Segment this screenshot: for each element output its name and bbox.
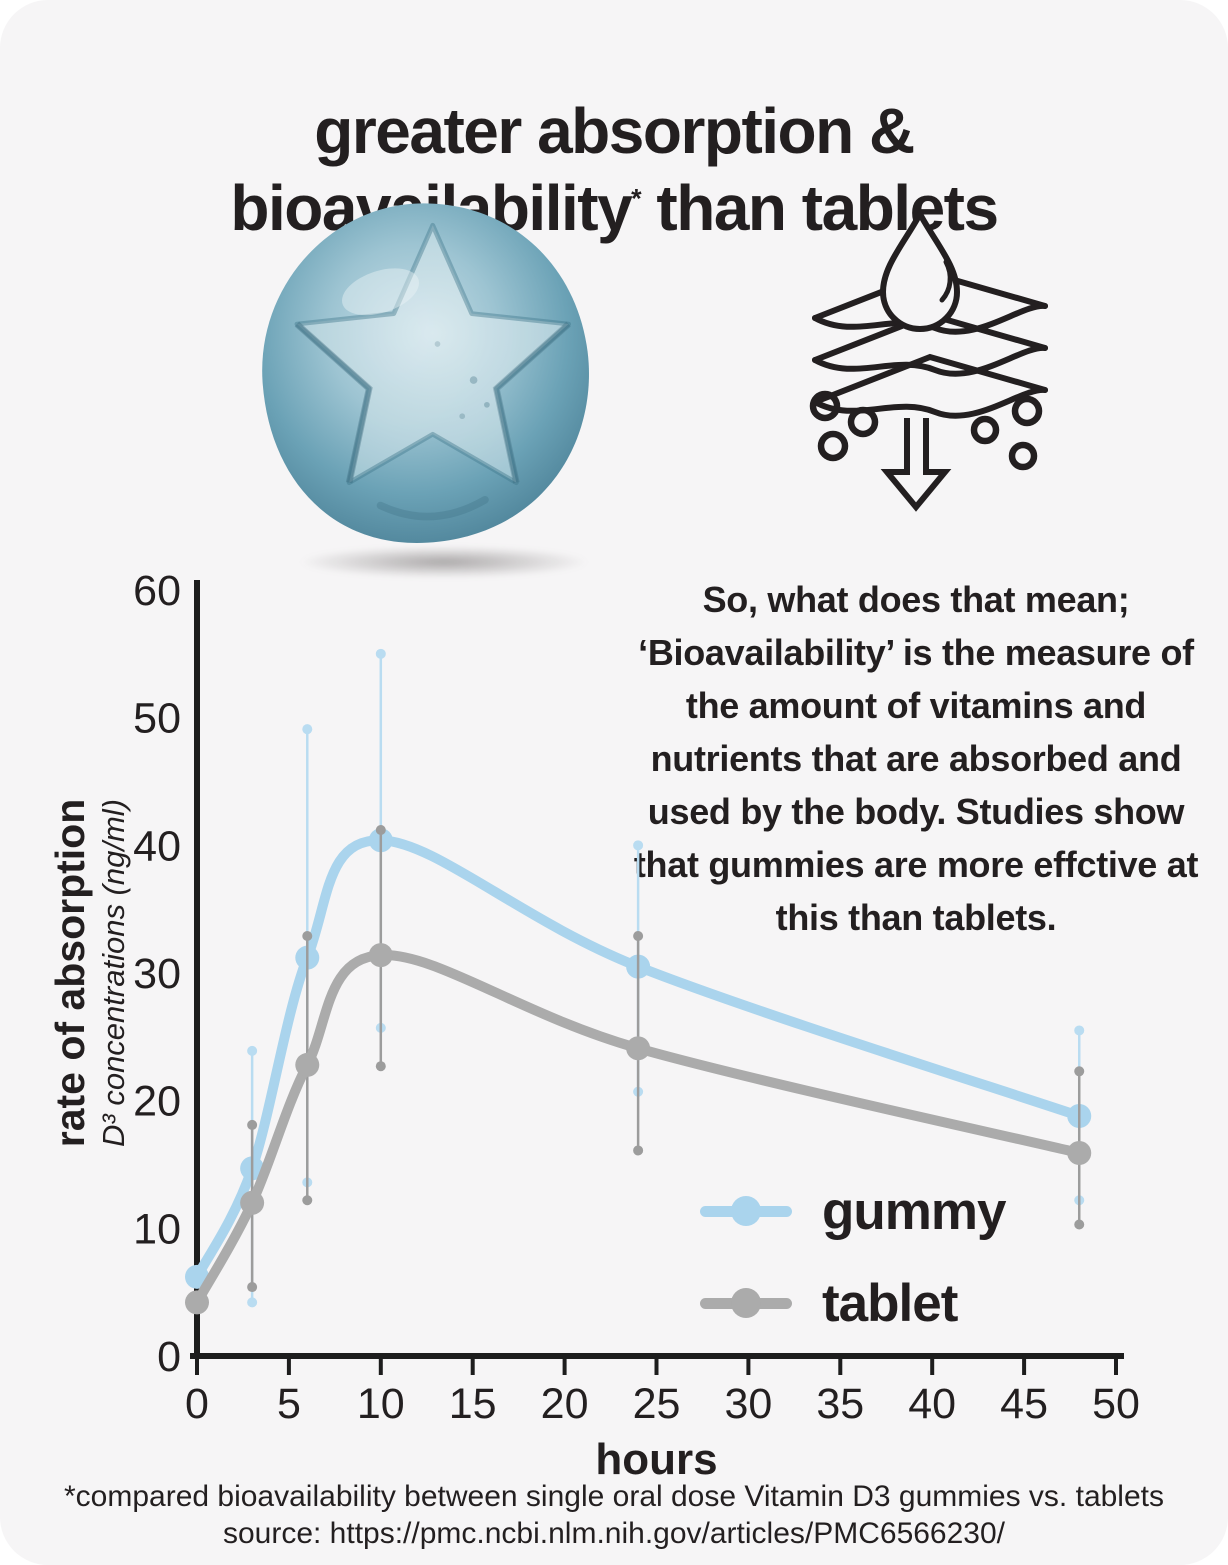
axes [190, 580, 1124, 1375]
y-tick-label: 60 [133, 570, 181, 615]
legend-item-tablet: tablet [700, 1272, 1005, 1334]
description-text: So, what does that mean; ‘Bioavailabilit… [633, 579, 1199, 938]
absorption-layers-icon [795, 206, 1065, 516]
legend-label-tablet: tablet [822, 1273, 958, 1333]
tick-labels: 0 5 10 15 20 25 30 35 40 45 50 0 10 20 30 40 50 60 [133, 570, 1140, 1428]
blue-star-gummy-graphic [262, 203, 589, 543]
legend-label-gummy: gummy [822, 1181, 1006, 1241]
footnote-line-2: source: https://pmc.ncbi.nlm.nih.gov/art… [222, 1517, 1006, 1550]
tablet-data-point [1067, 1141, 1092, 1166]
x-axis-title: hours [595, 1435, 717, 1484]
tablet-marker-dot [731, 1288, 761, 1318]
y-tick-label: 20 [133, 1078, 181, 1126]
x-tick-label: 30 [724, 1380, 772, 1428]
y-axis-subtitle: D³ concentrations (ng/ml) [96, 799, 131, 1147]
gummy-shadow [298, 546, 590, 578]
tablet-data-point [240, 1190, 265, 1215]
droplet-layers-arrow-graphic [809, 207, 1048, 512]
tablet-line-swatch [700, 1288, 792, 1318]
absorption-chart: 0 5 10 15 20 25 30 35 40 45 50 0 10 20 30 40 50 60 hours ra… [47, 570, 1140, 1484]
tablet-data-point [295, 1052, 320, 1077]
gummy-line-swatch [700, 1196, 792, 1226]
legend-item-gummy: gummy [700, 1180, 1006, 1242]
down-arrow-icon [880, 418, 952, 512]
x-tick-label: 10 [357, 1380, 405, 1428]
x-tick-label: 0 [185, 1380, 209, 1428]
x-tick-label: 50 [1092, 1380, 1140, 1428]
particle-dots [809, 390, 1043, 471]
tablet-data-point [368, 943, 393, 968]
tablet-data-point [626, 1036, 651, 1061]
chart-legend: gummy tablet [700, 1180, 1006, 1334]
tablet-data-point [185, 1290, 209, 1315]
gummy-marker-dot [731, 1196, 761, 1226]
title-line-1: greater absorption & [314, 94, 915, 167]
gummy-image [238, 192, 618, 572]
y-tick-label: 0 [157, 1333, 181, 1381]
x-tick-label: 40 [908, 1380, 956, 1428]
y-tick-label: 10 [133, 1205, 181, 1253]
x-tick-label: 35 [816, 1380, 864, 1428]
x-tick-label: 5 [277, 1380, 301, 1428]
x-tick-label: 45 [1000, 1380, 1048, 1428]
y-tick-label: 30 [133, 950, 181, 998]
y-tick-label: 50 [133, 695, 181, 743]
footnote-line-1: *compared bioavailability between single… [63, 1480, 1164, 1513]
y-axis-title: rate of absorption [47, 799, 93, 1148]
title-asterisk: * [631, 183, 641, 214]
x-tick-label: 15 [449, 1380, 497, 1428]
droplet-icon [879, 207, 961, 332]
x-tick-label: 25 [633, 1380, 681, 1428]
y-tick-label: 40 [133, 822, 181, 870]
footnote: *compared bioavailability between single… [0, 1478, 1228, 1552]
x-tick-label: 20 [541, 1380, 589, 1428]
